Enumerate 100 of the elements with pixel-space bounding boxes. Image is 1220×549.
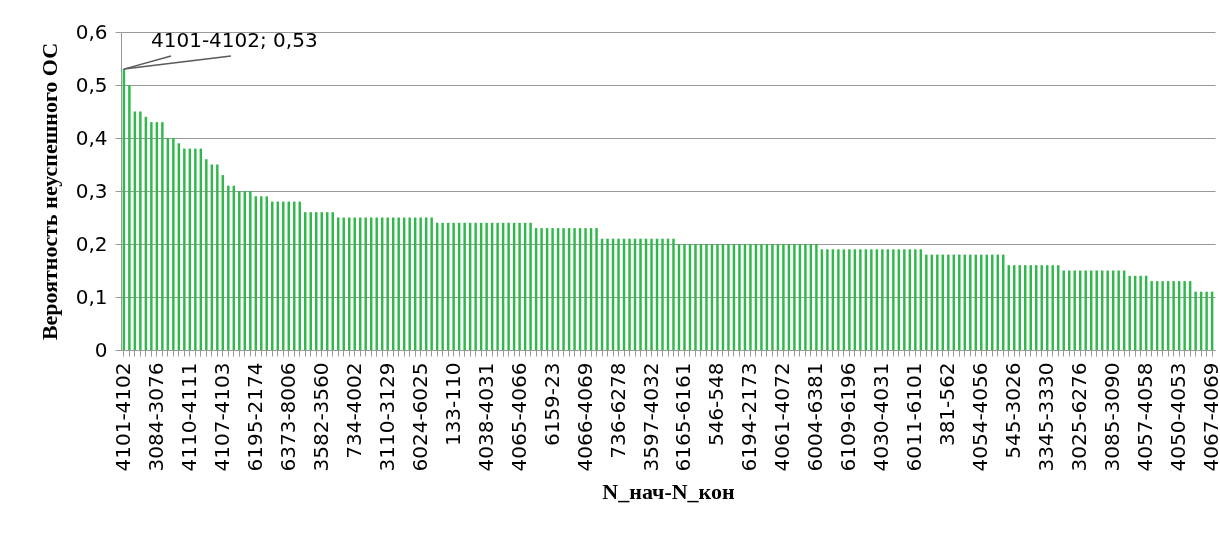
bar bbox=[1073, 270, 1076, 350]
x-tick-label: 3597-4032 bbox=[638, 362, 663, 472]
x-tick-label: 133-110 bbox=[440, 362, 465, 447]
bar bbox=[562, 228, 565, 350]
bar bbox=[881, 249, 884, 350]
bar bbox=[353, 217, 356, 350]
x-tick-label: 6004-6381 bbox=[803, 362, 828, 472]
y-tick-label: 0,4 bbox=[75, 125, 108, 150]
bar bbox=[1117, 270, 1120, 350]
bar bbox=[573, 228, 576, 350]
bar bbox=[936, 254, 939, 350]
x-tick-label: 4038-4031 bbox=[473, 362, 498, 472]
bar bbox=[584, 228, 587, 350]
bar bbox=[183, 148, 186, 350]
bar bbox=[661, 238, 664, 350]
x-tick-label: 6194-2173 bbox=[737, 362, 762, 472]
bar bbox=[782, 244, 785, 350]
x-tick-label: 3345-3330 bbox=[1034, 362, 1059, 472]
bar bbox=[463, 222, 466, 350]
x-tick-label: 4065-4066 bbox=[506, 362, 531, 472]
bar bbox=[364, 217, 367, 350]
bar bbox=[760, 244, 763, 350]
bar bbox=[705, 244, 708, 350]
bar bbox=[1205, 291, 1208, 350]
bar bbox=[1183, 281, 1186, 350]
x-tick-label: 6024-6025 bbox=[407, 362, 432, 472]
bar bbox=[683, 244, 686, 350]
bar bbox=[826, 249, 829, 350]
bar bbox=[441, 222, 444, 350]
bar bbox=[386, 217, 389, 350]
x-tick-label: 6159-23 bbox=[539, 362, 564, 447]
bar bbox=[716, 244, 719, 350]
bar bbox=[397, 217, 400, 350]
y-tick-label: 0 bbox=[94, 337, 108, 362]
bar bbox=[1150, 281, 1153, 350]
y-axis-title: Вероятность неуспешного ОС bbox=[36, 42, 62, 341]
bar bbox=[342, 217, 345, 350]
x-tick-label: 545-3026 bbox=[1001, 362, 1026, 459]
bar bbox=[1194, 291, 1197, 350]
bar bbox=[804, 244, 807, 350]
bar bbox=[430, 217, 433, 350]
bar bbox=[925, 254, 928, 350]
bar bbox=[293, 201, 296, 350]
bar bbox=[1051, 265, 1054, 350]
x-tick-label: 381-562 bbox=[935, 362, 960, 447]
bar bbox=[639, 238, 642, 350]
bar bbox=[408, 217, 411, 350]
bar bbox=[139, 111, 142, 350]
bar bbox=[815, 244, 818, 350]
x-tick-label: 4054-4056 bbox=[968, 362, 993, 472]
x-tick-label: 6373-8006 bbox=[275, 362, 300, 472]
bar bbox=[194, 148, 197, 350]
bar bbox=[172, 138, 175, 350]
x-tick-label: 4050-4053 bbox=[1166, 362, 1191, 472]
bar bbox=[496, 222, 499, 350]
x-tick-label: 4066-4069 bbox=[572, 362, 597, 472]
bar bbox=[694, 244, 697, 350]
x-tick-label: 4057-4058 bbox=[1133, 362, 1158, 472]
y-tick-label: 0,3 bbox=[75, 178, 108, 203]
bar bbox=[848, 249, 851, 350]
bar bbox=[1040, 265, 1043, 350]
bar bbox=[749, 244, 752, 350]
bar bbox=[260, 196, 263, 350]
x-tick-label: 6195-2174 bbox=[242, 362, 267, 472]
bar bbox=[1084, 270, 1087, 350]
bar bbox=[969, 254, 972, 350]
bar bbox=[903, 249, 906, 350]
bar bbox=[540, 228, 543, 350]
bar bbox=[870, 249, 873, 350]
bar bbox=[419, 217, 422, 350]
bar bbox=[529, 222, 532, 350]
bar bbox=[205, 159, 208, 350]
x-tick-label: 3110-3129 bbox=[374, 362, 399, 472]
bar bbox=[161, 122, 164, 350]
bar bbox=[650, 238, 653, 350]
bar bbox=[738, 244, 741, 350]
bar bbox=[150, 122, 153, 350]
bar bbox=[249, 191, 252, 350]
bar bbox=[672, 238, 675, 350]
bar bbox=[991, 254, 994, 350]
bar bbox=[452, 222, 455, 350]
x-tick-label: 736-6278 bbox=[605, 362, 630, 459]
bar bbox=[771, 244, 774, 350]
bar bbox=[375, 217, 378, 350]
x-tick-label: 6011-6101 bbox=[902, 362, 927, 472]
bar bbox=[551, 228, 554, 350]
x-tick-label: 3025-6276 bbox=[1067, 362, 1092, 472]
bar bbox=[507, 222, 510, 350]
bar bbox=[837, 249, 840, 350]
y-tick-label: 0,1 bbox=[75, 284, 108, 309]
x-tick-label: 4067-4069 bbox=[1199, 362, 1220, 472]
x-tick-label: 6165-6161 bbox=[671, 362, 696, 472]
bar bbox=[947, 254, 950, 350]
x-tick-label: 3085-3090 bbox=[1100, 362, 1125, 472]
bar bbox=[980, 254, 983, 350]
bar bbox=[606, 238, 609, 350]
bar bbox=[859, 249, 862, 350]
y-tick-label: 0,5 bbox=[75, 72, 108, 97]
bar bbox=[474, 222, 477, 350]
bar bbox=[1161, 281, 1164, 350]
